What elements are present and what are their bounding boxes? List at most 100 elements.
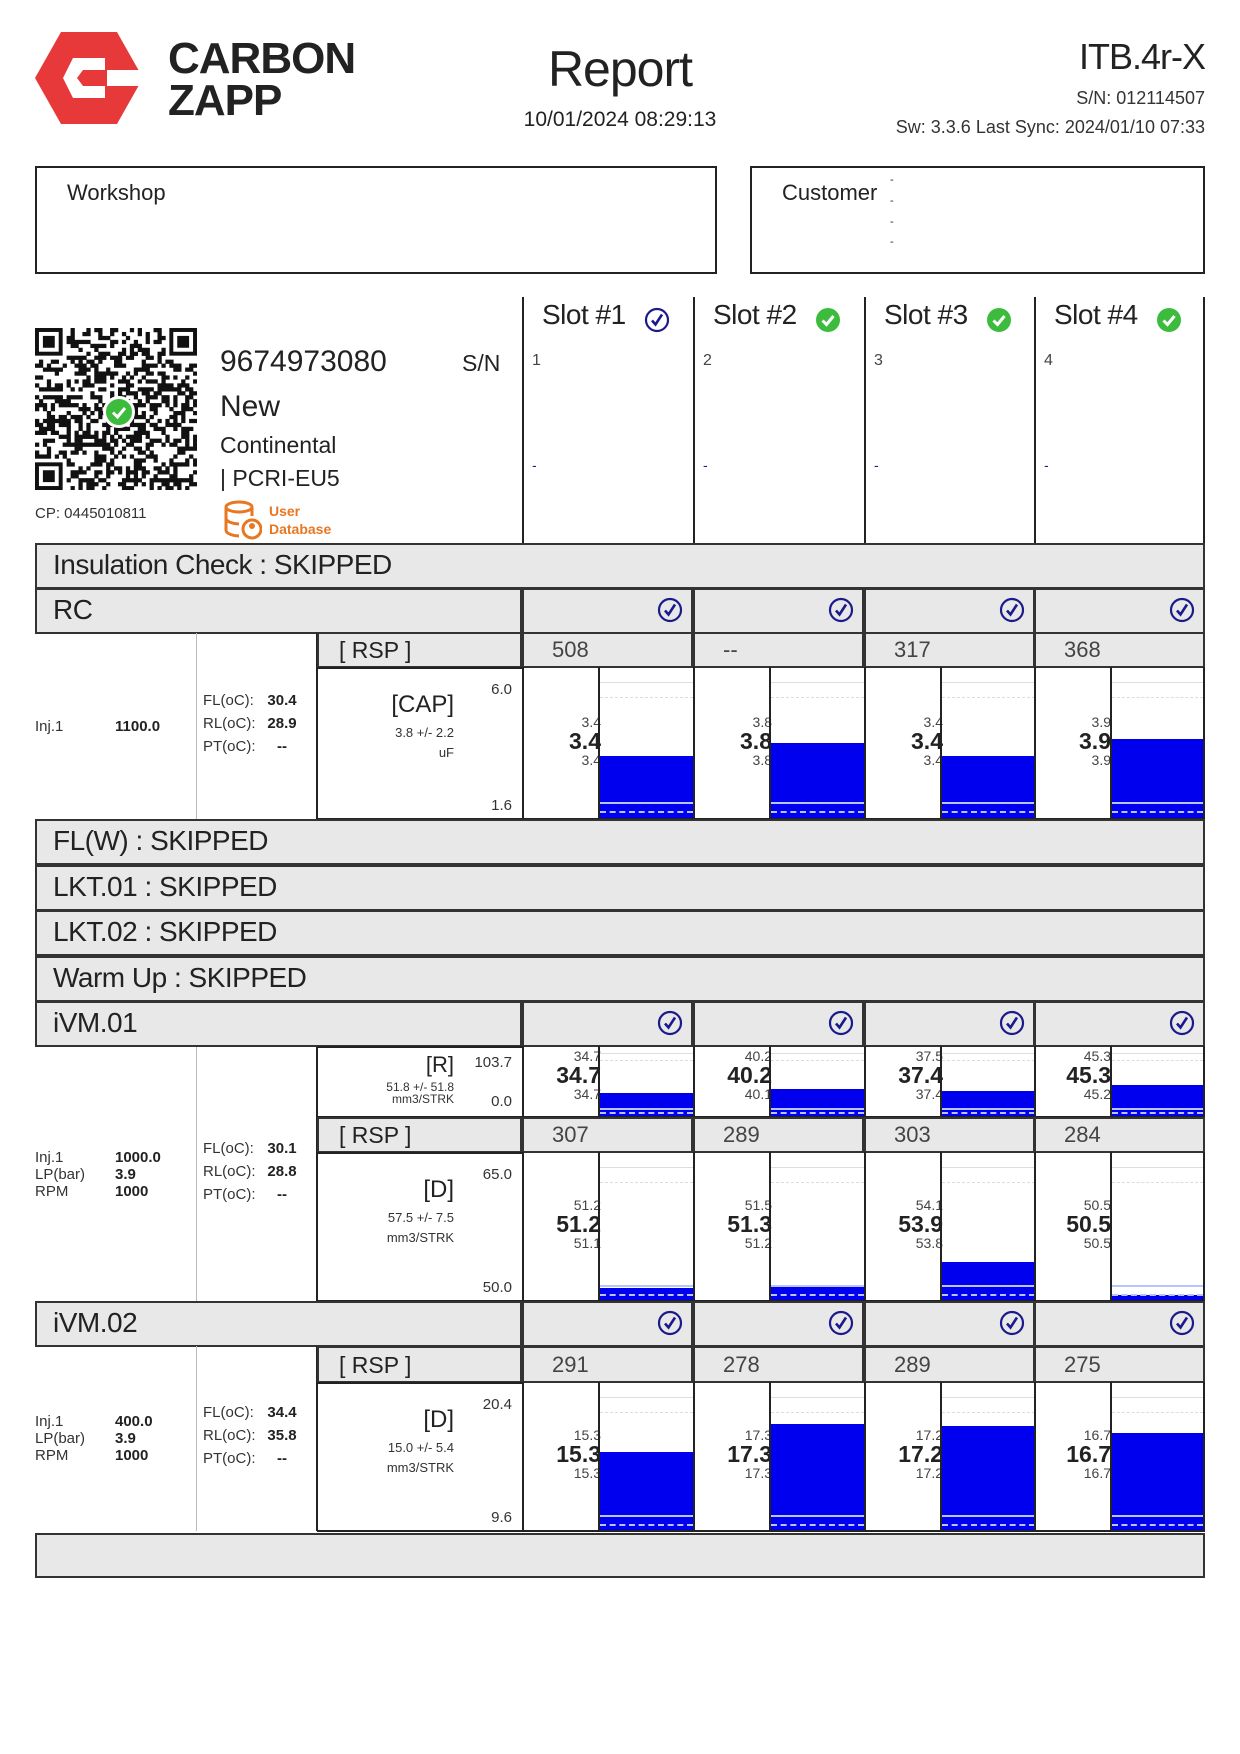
gauge-bar — [769, 1152, 864, 1300]
column-divider — [316, 633, 318, 819]
gauge-lower-limit-line — [600, 802, 693, 805]
gauge-fill — [1112, 1085, 1203, 1116]
skipped-test-bar-title: FL(W) : SKIPPED — [53, 825, 268, 856]
scale-max: 103.7 — [474, 1054, 512, 1071]
gauge-lower-limit-line — [771, 1284, 864, 1287]
reading-max: 51.5 — [744, 1197, 772, 1213]
gauge-bar — [598, 667, 693, 818]
reading-min: 3.9 — [1091, 751, 1111, 768]
gauge-bar — [598, 1046, 693, 1116]
reading-max: 3.8 — [752, 713, 772, 730]
green-check-icon — [986, 307, 1012, 333]
skipped-test-bar: FL(W) : SKIPPED — [35, 819, 1205, 865]
reading-max: 34.7 — [573, 1048, 601, 1064]
rsp-value-cell: 289 — [864, 1346, 1035, 1383]
outline-check-icon — [644, 307, 670, 333]
measurement-unit: mm3/STRK — [386, 1230, 454, 1245]
gauge-upper-limit-line — [600, 1053, 693, 1054]
param-label: LP(bar) — [35, 1165, 86, 1183]
gauge-lower-tolerance-line — [1112, 1111, 1203, 1114]
measurement-d: [D] 57.5 +/- 7.5 mm3/STRK 65.0 50.0 — [317, 1152, 522, 1302]
rsp-value-cell: 278 — [693, 1346, 864, 1383]
temp-value: 30.1 — [267, 1139, 297, 1157]
skipped-test-bar-title: LKT.01 : SKIPPED — [53, 870, 277, 902]
rsp-value-cell: 307 — [522, 1117, 693, 1153]
gauge-cell: 45.3 45.3 45.2 — [1034, 1046, 1205, 1118]
reading-value: 15.3 — [556, 1441, 601, 1467]
gauge-bar — [940, 1152, 1035, 1300]
injector-model: | PCRI-EU5 — [220, 465, 340, 491]
reading-min: 53.8 — [915, 1235, 943, 1251]
reading-min: 37.4 — [915, 1086, 943, 1102]
gauge-cell: 17.2 17.2 17.2 — [864, 1382, 1035, 1532]
param-value: 400.0 — [115, 1413, 153, 1430]
reading-min: 50.5 — [1083, 1235, 1111, 1251]
gauge-upper-limit-line — [600, 682, 693, 684]
customer-line: - — [890, 216, 894, 228]
measurement-name: [R] — [425, 1052, 454, 1077]
gauge-fill — [771, 742, 864, 818]
outline-check-icon — [828, 597, 854, 623]
param-value: 1000 — [115, 1182, 149, 1200]
rsp-header: [ RSP ] — [317, 1346, 522, 1383]
rsp-value: -- — [723, 637, 738, 662]
gauge-cell: 50.5 50.5 50.5 — [1034, 1152, 1205, 1302]
user-database-label-line1: User — [269, 503, 301, 519]
gauge-bar — [598, 1382, 693, 1530]
gauge-upper-tolerance-line — [771, 1060, 864, 1061]
measurement-spec: 3.8 +/- 2.2 — [395, 725, 454, 740]
outline-check-icon — [1169, 597, 1195, 623]
reading-min: 34.7 — [573, 1086, 601, 1102]
user-database-link[interactable]: User Database — [224, 500, 334, 542]
measurement-name: [D] — [423, 1176, 454, 1203]
slot-number: 1 — [532, 352, 541, 369]
scale-max: 20.4 — [482, 1396, 512, 1413]
slot-value: - — [532, 457, 537, 473]
slot-status-cell — [522, 1001, 693, 1047]
param-label: LP(bar) — [35, 1430, 86, 1447]
param-value: 1000.0 — [115, 1148, 161, 1166]
outline-check-icon — [999, 1310, 1025, 1336]
outline-check-icon — [828, 1310, 854, 1336]
gauge-cell: 3.4 3.4 3.4 — [864, 667, 1035, 820]
slot-status-cell — [864, 1301, 1035, 1347]
gauge-fill — [942, 756, 1035, 818]
insulation-check-bar: Insulation Check : SKIPPED — [35, 543, 1205, 589]
gauge-fill — [600, 756, 693, 818]
gauge-lower-limit-line — [771, 1514, 864, 1517]
reading-value: 40.2 — [727, 1062, 772, 1088]
rsp-value-cell: 289 — [693, 1117, 864, 1153]
gauge-upper-tolerance-line — [600, 1181, 693, 1183]
customer-line: - — [890, 195, 894, 207]
gauge-upper-tolerance-line — [600, 1060, 693, 1061]
gauge-upper-limit-line — [942, 1396, 1035, 1398]
reading-min: 15.3 — [573, 1465, 601, 1481]
reading-max: 37.5 — [915, 1048, 943, 1064]
gauge-cell: 16.7 16.7 16.7 — [1034, 1382, 1205, 1532]
device-serial: S/N: 012114507 — [1076, 88, 1205, 108]
customer-line: - — [890, 236, 894, 248]
scale-max: 65.0 — [482, 1166, 512, 1183]
reading-min: 3.4 — [923, 751, 943, 768]
column-divider — [196, 1047, 197, 1301]
cp-number: CP: 0445010811 — [35, 505, 147, 522]
gauge-fill — [771, 1424, 864, 1530]
temp-label: RL(oC): — [203, 1162, 256, 1180]
gauge-upper-tolerance-line — [1112, 1181, 1203, 1183]
slot-status-cell — [1034, 1001, 1205, 1047]
slot-status-cell — [1034, 588, 1205, 634]
rsp-value: 317 — [894, 637, 931, 662]
rsp-value-cell: 317 — [864, 632, 1035, 668]
customer-line: - — [890, 174, 894, 186]
slot-column-4: Slot #4 4 - — [1034, 297, 1205, 543]
outline-check-icon — [999, 1010, 1025, 1036]
temp-label: FL(oC): — [203, 691, 254, 709]
scale-min: 0.0 — [491, 1093, 512, 1110]
gauge-upper-limit-line — [942, 1166, 1035, 1168]
slot-status-cell — [1034, 1301, 1205, 1347]
gauge-cell: 3.4 3.4 3.4 — [522, 667, 693, 820]
gauge-upper-tolerance-line — [1112, 697, 1203, 699]
reading-value: 3.4 — [911, 727, 943, 754]
reading-value: 16.7 — [1066, 1441, 1111, 1467]
